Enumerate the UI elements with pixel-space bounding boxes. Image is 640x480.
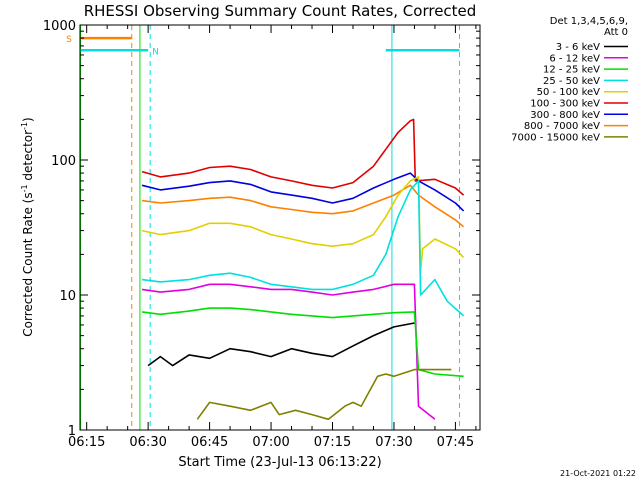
legend-label: 300 - 800 keV — [530, 110, 600, 121]
plot-area: SN — [66, 25, 465, 430]
series-line — [141, 184, 465, 228]
y-axis-label: Corrected Count Rate (s-1 detector-1) — [20, 117, 35, 336]
flag-label: N — [152, 47, 159, 57]
legend-header: Att 0 — [604, 27, 628, 38]
y-label-exponent: -1 — [20, 122, 29, 130]
chart-title: RHESSI Observing Summary Count Rates, Co… — [84, 2, 477, 20]
legend-label: 6 - 12 keV — [549, 53, 600, 64]
legend-label: 100 - 300 keV — [530, 99, 600, 110]
series-line — [141, 283, 436, 420]
x-tick-label: 07:30 — [375, 435, 412, 450]
series-line — [141, 180, 465, 317]
y-tick-label: 1000 — [43, 19, 76, 34]
x-tick-label: 06:30 — [129, 435, 166, 450]
flag-label: S — [66, 35, 72, 45]
x-axis-label: Start Time (23-Jul-13 06:13:22) — [178, 455, 381, 470]
y-label-part: Corrected Count Rate (s — [21, 192, 35, 336]
legend-label: 3 - 6 keV — [556, 42, 600, 53]
x-tick-label: 07:00 — [252, 435, 289, 450]
axes-frame — [79, 24, 481, 431]
series-line — [141, 172, 465, 212]
x-tick-label: 07:15 — [314, 435, 351, 450]
series-line — [141, 307, 464, 378]
x-tick-label: 06:15 — [68, 435, 105, 450]
y-tick-label: 100 — [51, 154, 76, 169]
legend-label: 50 - 100 keV — [537, 87, 601, 98]
axes: 1000 100 10 106:15 06:30 06:45 07:00 07:15 07:30… — [43, 19, 481, 450]
y-tick-label: 10 — [59, 289, 76, 304]
y-label-part: detector — [21, 130, 35, 185]
legend-label: 7000 - 15000 keV — [511, 132, 600, 143]
y-tick-label: 1 — [68, 424, 76, 439]
y-label-part: ) — [21, 117, 35, 122]
series-line — [141, 118, 465, 196]
legend-label: 25 - 50 keV — [543, 76, 600, 87]
series-line — [196, 368, 452, 421]
x-tick-label: 06:45 — [191, 435, 228, 450]
series-line — [141, 176, 465, 273]
y-label-exponent: -1 — [20, 184, 29, 192]
footer-timestamp: 21-Oct-2021 01:22 — [560, 469, 636, 478]
x-tick-label: 07:45 — [437, 435, 474, 450]
legend-header: Det 1,3,4,5,6,9, — [550, 16, 628, 27]
legend-label: 800 - 7000 keV — [524, 121, 600, 132]
series-line — [147, 322, 415, 367]
legend-label: 12 - 25 keV — [543, 65, 600, 76]
